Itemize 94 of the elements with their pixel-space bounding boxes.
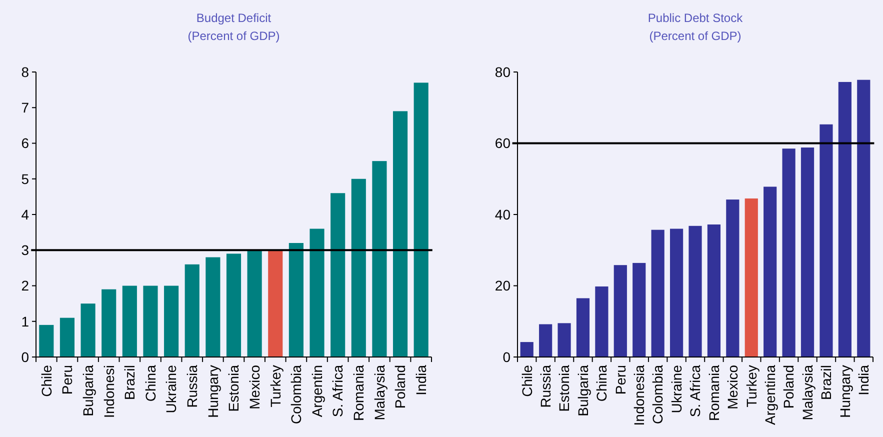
bar [310,228,324,357]
x-tick-label: Argentina [762,364,778,425]
y-tick-label: 2 [21,278,30,294]
bar [576,298,590,357]
x-tick-label: Bulgaria [574,364,591,416]
bar [184,264,200,357]
x-tick-label: Russia [184,364,200,408]
bar [520,342,534,357]
bar [372,161,387,357]
x-tick-label: Hungary [836,365,853,418]
bar [688,226,702,357]
y-tick-label: 20 [494,278,511,294]
x-tick-label: Mexico [246,364,262,410]
bar [539,324,552,357]
bar [782,148,796,357]
x-tick-label: Colombia [650,364,666,424]
bar [102,289,116,357]
bar [60,318,75,357]
chart-subtitle: (Percent of GDP) [188,29,280,43]
x-tick-label: Argentin [308,365,325,418]
x-tick-label: Brazil [122,365,138,400]
x-tick-label: Peru [612,365,628,395]
x-tick-label: Romania [350,364,367,422]
bar [39,324,54,357]
bar [632,262,646,357]
bar [414,82,428,357]
x-tick-label: Turkey [743,365,760,408]
y-tick-label: 7 [21,100,30,116]
x-tick-label: Bulgaria [80,364,96,416]
chart-title: Public Debt Stock [648,11,744,25]
x-tick-label: Ukraine [163,364,180,414]
y-tick-label: 60 [494,135,511,152]
x-tick-label: Russia [537,364,554,408]
bar [595,286,608,357]
bar [800,148,814,357]
y-tick-label: 0 [502,348,511,365]
y-tick-label: 3 [21,242,30,258]
x-tick-label: Estonia [556,364,572,412]
bar [707,224,721,357]
x-tick-label: Chile [38,364,54,397]
bar [651,230,664,357]
y-tick-label: 6 [21,135,30,152]
bar [726,200,740,357]
x-tick-label: India [856,364,872,396]
y-tick-label: 40 [494,206,511,222]
x-tick-label: Estonia [226,364,242,412]
x-tick-label: Ukraine [668,364,684,414]
x-tick-label: India [412,364,429,396]
x-tick-label: Hungary [204,365,221,418]
bar [143,286,158,357]
x-tick-label: Indonesi [100,365,117,418]
bar [268,250,283,357]
x-tick-label: S. Africa [687,364,704,418]
x-tick-label: Malaysia [371,364,388,420]
bar [744,198,758,357]
bar [226,254,242,357]
x-tick-label: China [142,364,158,402]
bar [80,304,96,357]
bar [247,250,262,357]
bar [820,124,833,357]
y-tick-label: 4 [21,206,30,222]
y-tick-label: 80 [494,64,511,80]
chart-subtitle: (Percent of GDP) [649,29,742,43]
bar [558,323,571,357]
x-tick-label: Turkey [267,365,284,408]
x-tick-label: Romania [706,364,722,422]
bar [330,193,346,357]
y-tick-label: 8 [21,64,30,80]
bar [614,265,627,357]
bar [206,257,220,357]
chart-title: Budget Deficit [196,11,272,25]
bar [164,286,179,357]
y-tick-label: 5 [21,170,30,187]
bar [351,178,366,357]
x-tick-label: S. Africa [330,364,346,418]
x-tick-label: Colombia [288,364,304,424]
x-tick-label: Poland [780,365,797,409]
bar [838,82,852,357]
x-tick-label: Poland [392,365,408,409]
bar [670,228,684,357]
x-tick-label: Chile [518,364,535,397]
bar [288,243,304,357]
bar [122,286,137,357]
x-tick-label: Mexico [724,364,741,410]
x-tick-label: Malaysia [799,364,816,420]
x-tick-label: Brazil [818,365,834,400]
y-tick-label: 1 [21,313,30,330]
x-tick-label: Peru [59,365,76,395]
bar [392,111,408,357]
x-tick-label: China [594,364,610,402]
bar [764,186,777,357]
x-tick-label: Indonesia [631,364,648,426]
y-tick-label: 0 [21,348,30,365]
bar [857,80,870,357]
